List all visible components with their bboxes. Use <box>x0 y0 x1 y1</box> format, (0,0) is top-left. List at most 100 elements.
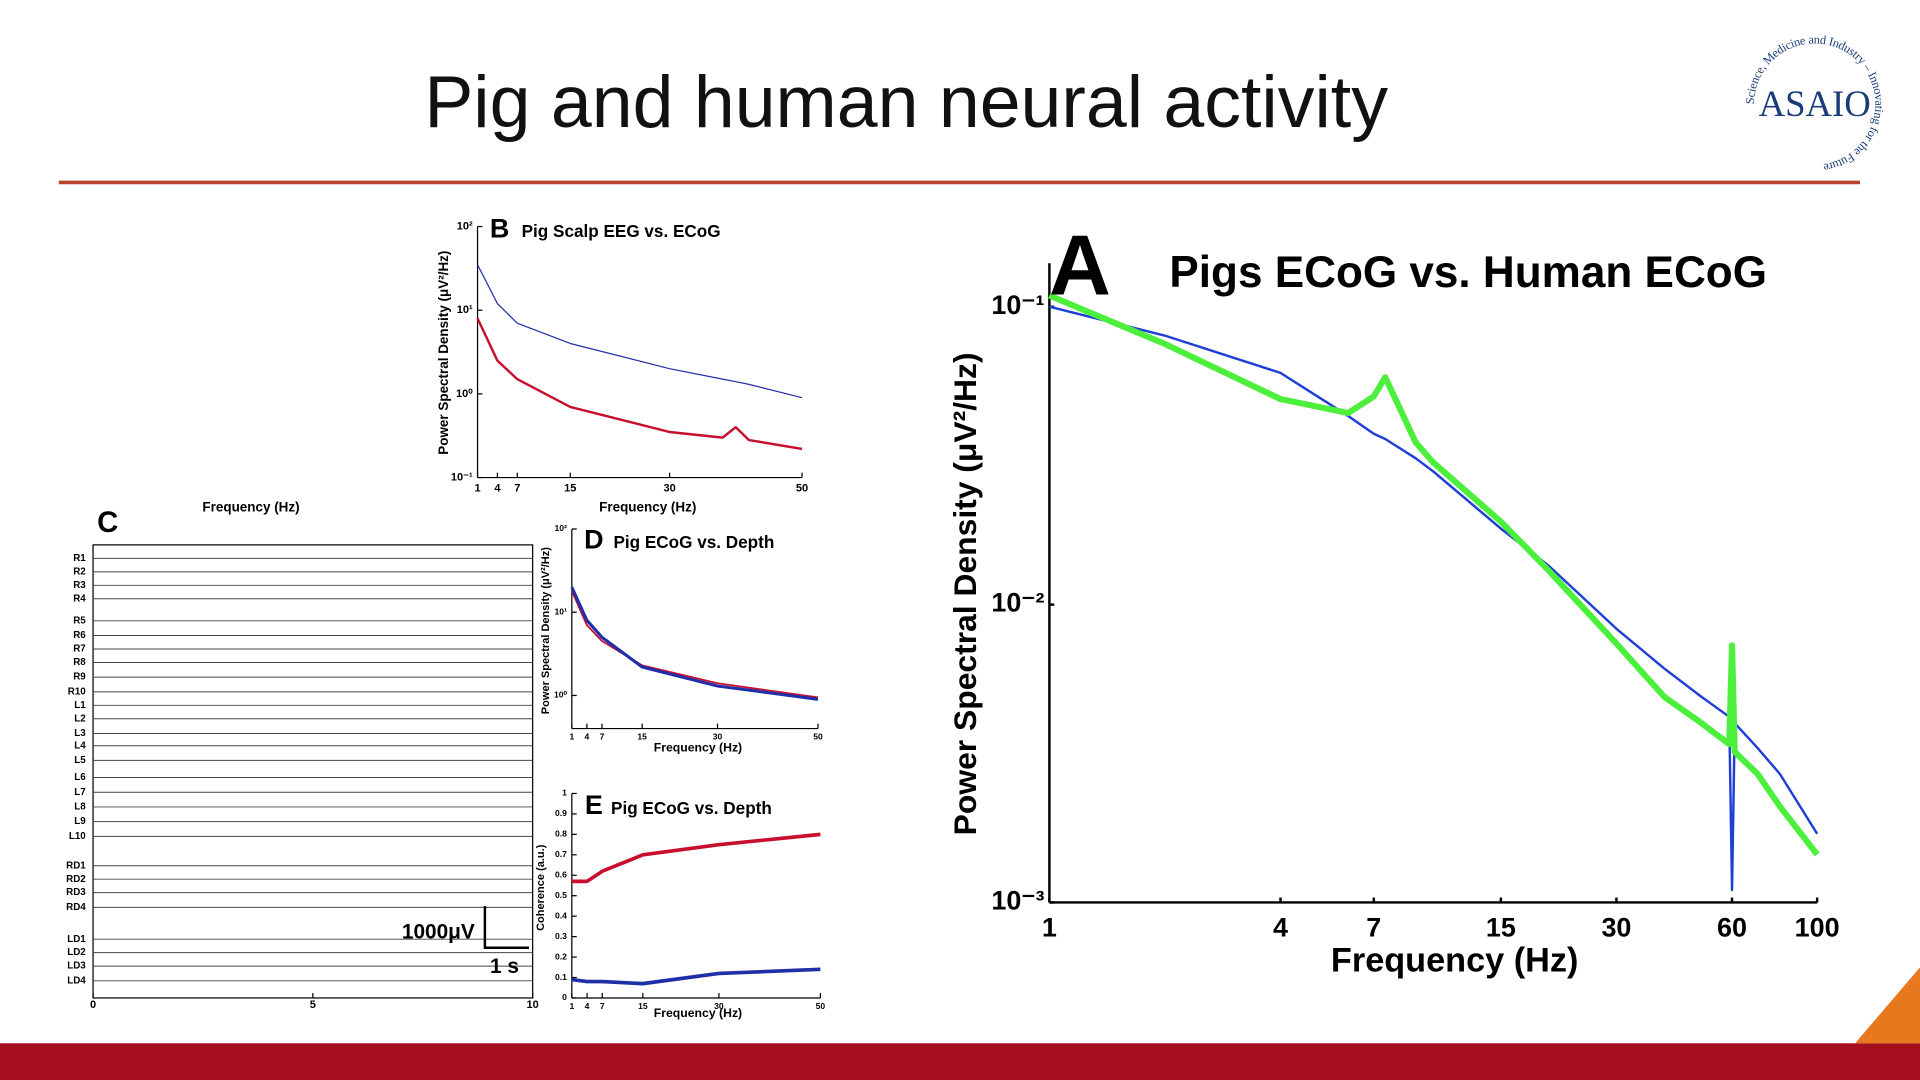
y-tick-label: 10¹ <box>457 304 473 316</box>
slide-title: Pig and human neural activity <box>424 60 1388 143</box>
chart-title: Pig ECoG vs. Depth <box>611 798 772 818</box>
y-tick-label: 0.4 <box>555 910 567 920</box>
x-tick-label: 15 <box>564 482 576 494</box>
channel-label: L1 <box>74 700 86 711</box>
x-tick-label: 1 <box>474 482 480 494</box>
scale-bar <box>483 906 529 949</box>
y-tick-label: 0.5 <box>555 890 567 900</box>
channel-label: LD4 <box>67 975 86 986</box>
y-tick-label: 0 <box>562 992 567 1002</box>
panel-label: D <box>584 524 603 554</box>
panel-label: C <box>97 506 118 539</box>
y-tick-label: 10⁰ <box>554 690 568 700</box>
series-line <box>571 832 821 884</box>
logo-name: ASAIO <box>1759 83 1871 124</box>
series-line <box>571 967 821 986</box>
channel-label: LD3 <box>67 961 86 972</box>
x-tick-label: 7 <box>600 1001 605 1011</box>
y-tick-label: 0.8 <box>555 829 567 839</box>
channel-label: L6 <box>74 772 86 783</box>
x-tick-label: 1 <box>569 731 574 741</box>
y-tick-label: 10¹ <box>555 606 568 616</box>
channel-label: L7 <box>74 787 86 798</box>
footer-bar <box>0 1043 1920 1080</box>
x-axis-label: Frequency (Hz) <box>202 500 299 515</box>
x-tick-label: 4 <box>1273 912 1288 942</box>
x-tick-label: 30 <box>713 731 723 741</box>
x-axis-label: Frequency (Hz) <box>654 740 742 754</box>
channel-label: R7 <box>73 644 86 655</box>
channel-label: R4 <box>73 593 86 604</box>
y-tick-label: 0.9 <box>555 808 567 818</box>
x-tick-label: 30 <box>714 1001 724 1011</box>
x-tick-label: 15 <box>638 1001 648 1011</box>
panel-label: B <box>490 213 509 243</box>
y-tick-label: 0.7 <box>555 849 567 859</box>
channel-label: RD3 <box>66 887 86 898</box>
channel-label: R5 <box>73 615 86 626</box>
y-tick-label: 1 <box>562 788 567 798</box>
footer-accent <box>1855 967 1920 1044</box>
x-tick-label: 10 <box>527 999 539 1011</box>
x-axis-label: Frequency (Hz) <box>654 1006 742 1020</box>
channel-label: LD1 <box>67 934 86 945</box>
channel-label: L2 <box>74 713 86 724</box>
x-tick-label: 7 <box>1366 912 1381 942</box>
y-axis-label: Coherence (a.u.) <box>535 844 547 931</box>
channel-label: R6 <box>73 630 86 641</box>
x-tick-label: 1 <box>1042 912 1057 942</box>
x-tick-label: 7 <box>514 482 520 494</box>
y-tick-label: 0.2 <box>555 951 567 961</box>
y-tick-label: 0.1 <box>555 972 567 982</box>
y-axis-label: Power Spectral Density (μV²/Hz) <box>540 547 552 714</box>
scale-amplitude: 1000μV <box>402 921 475 944</box>
y-axis-label: Power Spectral Density (μV²/Hz) <box>947 352 983 835</box>
x-tick-label: 15 <box>1486 912 1516 942</box>
series-line <box>477 264 803 399</box>
x-tick-label: 4 <box>585 1001 590 1011</box>
panel-label: E <box>585 790 603 820</box>
channel-label: R2 <box>73 566 86 577</box>
channel-label: LD2 <box>67 947 86 958</box>
channel-label: RD2 <box>66 874 86 885</box>
x-tick-label: 50 <box>816 1001 826 1011</box>
x-tick-label: 30 <box>1601 912 1631 942</box>
series-line <box>476 317 803 451</box>
x-tick-label: 4 <box>585 731 590 741</box>
chart-title: Pig Scalp EEG vs. ECoG <box>522 221 721 241</box>
x-tick-label: 0 <box>90 999 96 1011</box>
y-axis-label: Power Spectral Density (μV²/Hz) <box>436 251 451 455</box>
channel-label: L10 <box>69 831 86 842</box>
y-tick-label: 10⁻² <box>991 588 1044 618</box>
x-axis-label: Frequency (Hz) <box>1331 942 1579 980</box>
channel-label: L4 <box>74 740 86 751</box>
channel-label: L9 <box>74 816 86 827</box>
channel-label: RD1 <box>66 860 86 871</box>
x-tick-label: 60 <box>1717 912 1747 942</box>
y-tick-label: 10⁻¹ <box>451 471 473 483</box>
channel-label: L3 <box>74 728 86 739</box>
y-tick-label: 10⁻³ <box>991 886 1044 916</box>
series-line <box>570 586 819 701</box>
y-tick-label: 0.6 <box>555 870 567 880</box>
channel-label: R9 <box>73 672 86 683</box>
x-tick-label: 1 <box>569 1001 574 1011</box>
channel-label: R1 <box>73 553 86 564</box>
channel-label: RD4 <box>66 902 86 913</box>
x-tick-label: 30 <box>663 482 675 494</box>
y-tick-label: 10² <box>555 523 568 533</box>
x-tick-label: 7 <box>600 731 605 741</box>
x-tick-label: 4 <box>494 482 501 494</box>
panel-label: A <box>1049 217 1111 313</box>
channel-label: R8 <box>73 657 86 668</box>
x-axis-label: Frequency (Hz) <box>599 500 696 515</box>
chart-title: Pig ECoG vs. Depth <box>613 532 774 552</box>
y-tick-label: 0.3 <box>555 931 567 941</box>
scale-time: 1 s <box>490 955 519 978</box>
y-tick-label: 10⁰ <box>456 388 473 400</box>
channel-label: R3 <box>73 580 86 591</box>
x-tick-label: 100 <box>1795 912 1840 942</box>
